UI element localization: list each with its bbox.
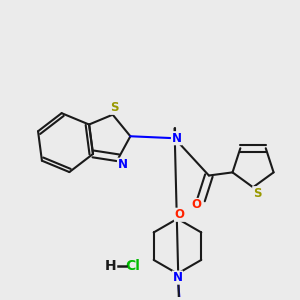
Text: N: N	[172, 271, 182, 284]
Text: O: O	[191, 199, 201, 212]
Text: S: S	[110, 101, 119, 114]
Text: S: S	[253, 187, 261, 200]
Text: H: H	[105, 259, 117, 273]
Text: O: O	[174, 208, 184, 221]
Text: N: N	[118, 158, 128, 171]
Text: Cl: Cl	[125, 259, 140, 273]
Text: N: N	[172, 132, 182, 145]
